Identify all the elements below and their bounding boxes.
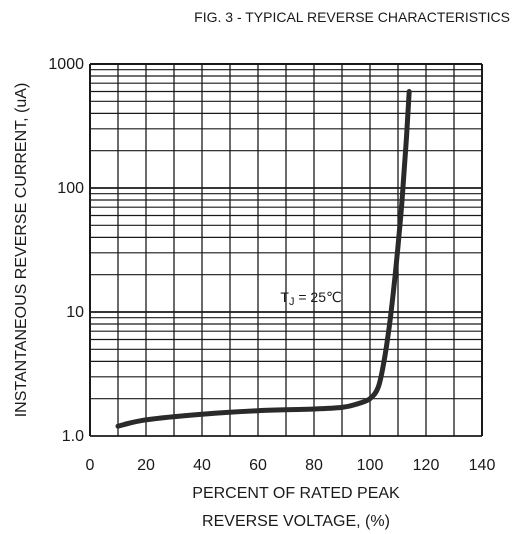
reverse-current-curve — [115, 89, 412, 429]
y-tick-label: 100 — [57, 180, 84, 197]
junction-temperature-label: TJ = 25℃ — [280, 289, 341, 308]
x-tick-label: 20 — [137, 457, 155, 474]
x-tick-label: 120 — [413, 457, 440, 474]
y-axis-label: INSTANTANEOUS REVERSE CURRENT, (uA) — [13, 83, 30, 418]
chart-title: FIG. 3 - TYPICAL REVERSE CHARACTERISTICS — [194, 9, 510, 25]
x-tick-label: 140 — [469, 457, 496, 474]
x-tick-label: 60 — [249, 457, 267, 474]
tick-labels: 0 20 40 60 80 100 120 140 1.0 10 100 1000 — [48, 56, 495, 474]
plot-grid — [89, 63, 483, 437]
y-tick-label: 1.0 — [62, 428, 84, 445]
x-tick-label: 100 — [357, 457, 384, 474]
x-tick-label: 80 — [305, 457, 323, 474]
x-tick-label: 40 — [193, 457, 211, 474]
x-axis-label-line1: PERCENT OF RATED PEAK — [192, 485, 400, 502]
y-tick-label: 1000 — [48, 56, 84, 73]
x-tick-label: 0 — [86, 457, 95, 474]
y-tick-label: 10 — [66, 304, 84, 321]
x-axis-label-line2: REVERSE VOLTAGE, (%) — [202, 513, 390, 530]
